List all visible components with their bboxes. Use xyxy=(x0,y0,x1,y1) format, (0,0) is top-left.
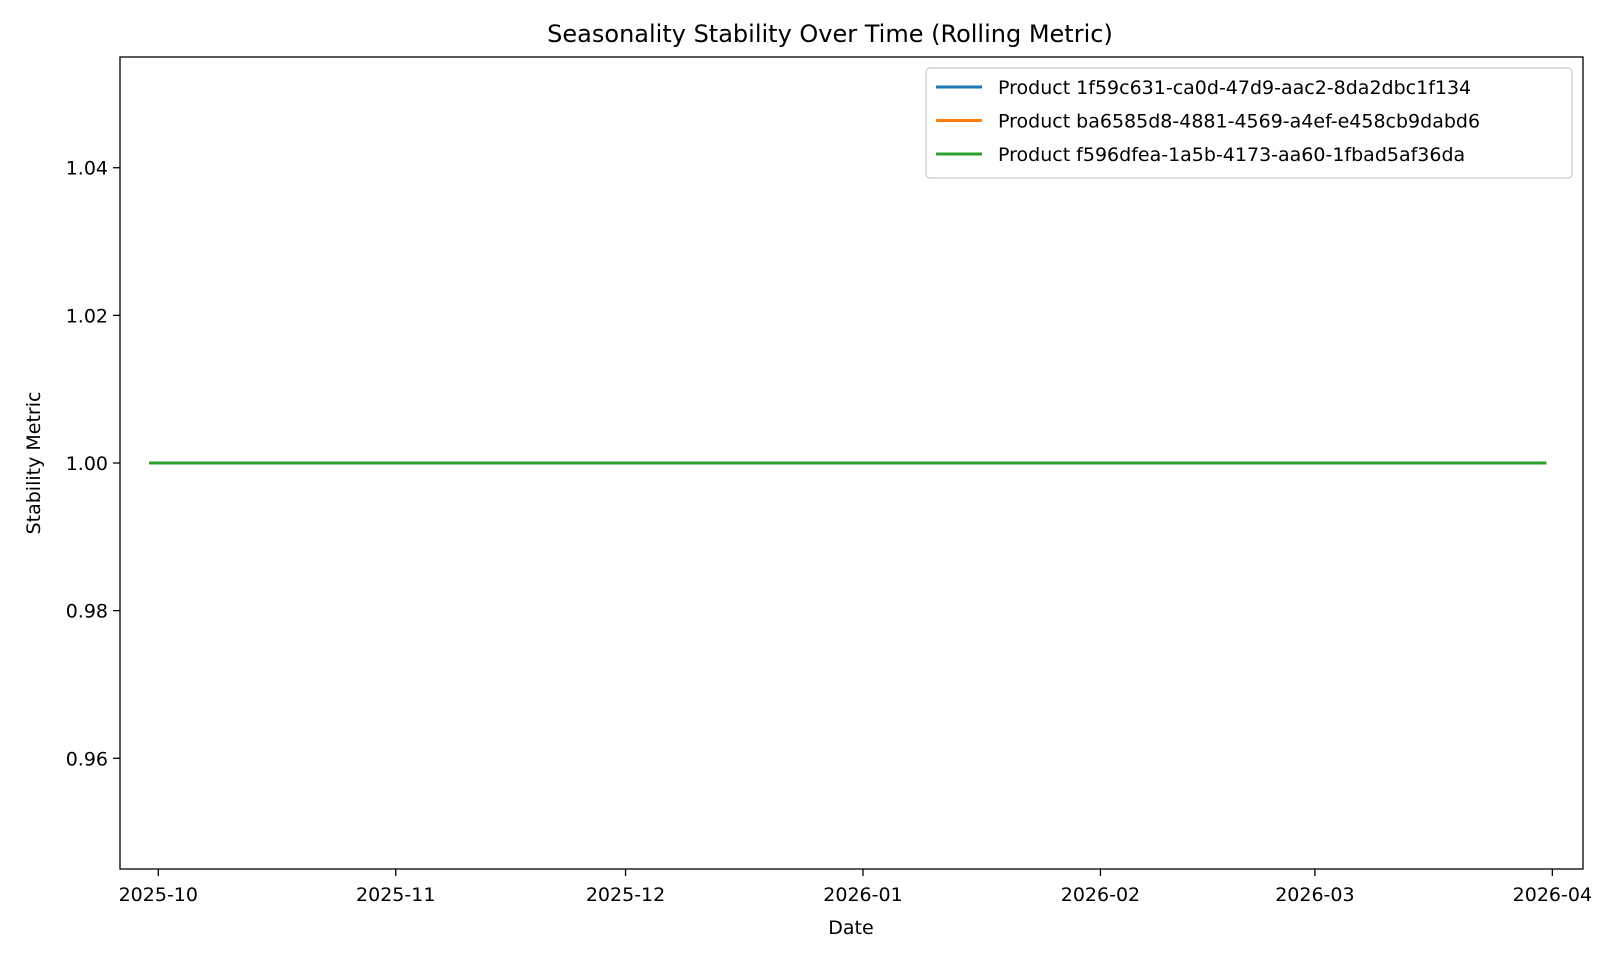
y-tick-label: 1.02 xyxy=(66,305,108,327)
legend-box xyxy=(925,67,1573,179)
legend-label-1: Product 1f59c631-ca0d-47d9-aac2-8da2dbc1… xyxy=(998,77,1471,99)
x-axis: 2025-10 2025-11 2025-12 2026-01 2026-02 2026-… xyxy=(119,869,1592,906)
y-axis-label: Stability Metric xyxy=(23,392,45,535)
y-tick-label: 1.00 xyxy=(66,453,108,475)
y-axis: 0.96 0.98 1.00 1.02 1.04 xyxy=(66,158,120,770)
x-axis-label: Date xyxy=(828,917,873,939)
x-tick-label: 2026-01 xyxy=(823,884,902,906)
y-tick-label: 0.96 xyxy=(66,748,108,770)
x-tick-label: 2026-03 xyxy=(1275,884,1354,906)
x-tick-label: 2025-10 xyxy=(119,884,198,906)
x-tick-label: 2026-04 xyxy=(1513,884,1592,906)
x-tick-label: 2025-11 xyxy=(356,884,435,906)
chart-title: Seasonality Stability Over Time (Rolling… xyxy=(547,20,1113,48)
legend: Product 1f59c631-ca0d-47d9-aac2-8da2dbc1… xyxy=(925,67,1573,179)
y-tick-label: 0.98 xyxy=(66,601,108,623)
x-tick-label: 2025-12 xyxy=(586,884,665,906)
legend-label-3: Product f596dfea-1a5b-4173-aa60-1fbad5af… xyxy=(998,144,1465,166)
y-tick-label: 1.04 xyxy=(66,158,108,180)
x-tick-label: 2026-02 xyxy=(1061,884,1140,906)
legend-label-2: Product ba6585d8-4881-4569-a4ef-e458cb9d… xyxy=(998,111,1480,133)
